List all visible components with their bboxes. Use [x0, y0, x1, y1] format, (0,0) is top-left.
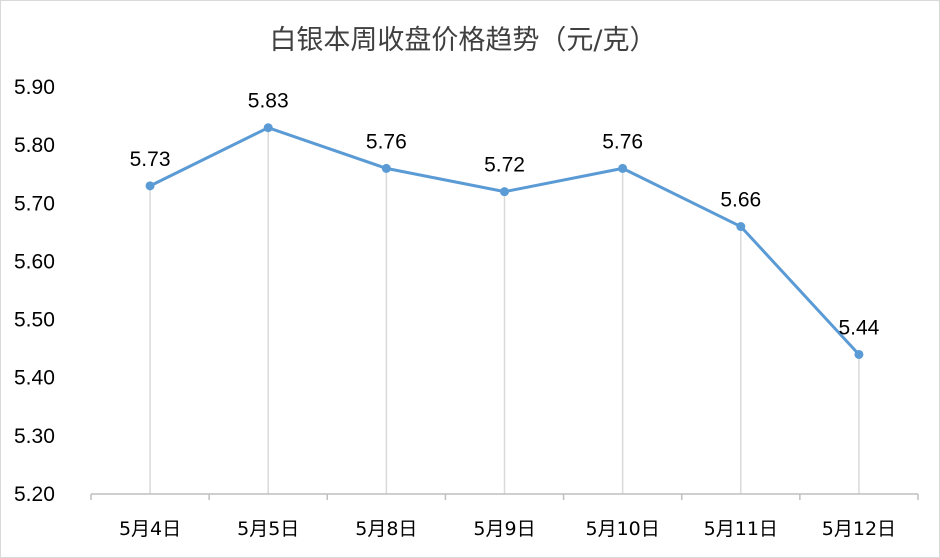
- x-tick-label: 5月11日: [704, 518, 778, 540]
- x-tick-label: 5月8日: [355, 518, 417, 540]
- data-label: 5.73: [130, 148, 171, 171]
- data-label: 5.83: [248, 90, 289, 113]
- data-point: [736, 222, 746, 232]
- x-tick-label: 5月12日: [822, 518, 896, 540]
- x-tick-label: 5月5日: [237, 518, 299, 540]
- y-tick-label: 5.30: [14, 425, 55, 448]
- x-tick-label: 5月10日: [586, 518, 660, 540]
- drop-lines: [149, 127, 860, 494]
- y-axis-tick-labels: 5.20 5.30 5.40 5.50 5.60 5.70 5.80 5.90: [14, 76, 55, 506]
- data-labels: 5.73 5.83 5.76 5.72 5.76 5.66 5.44: [130, 90, 880, 340]
- chart-title: 白银本周收盘价格趋势（元/克）: [269, 25, 656, 56]
- data-point: [145, 181, 155, 191]
- data-label: 5.44: [838, 316, 879, 339]
- y-tick-label: 5.60: [14, 250, 55, 273]
- data-points: [145, 123, 864, 359]
- data-point: [263, 123, 273, 133]
- y-tick-label: 5.80: [14, 134, 55, 157]
- x-tick-label: 5月9日: [473, 518, 535, 540]
- data-point: [381, 163, 391, 173]
- data-label: 5.66: [720, 189, 761, 212]
- y-tick-label: 5.20: [14, 483, 55, 506]
- y-tick-label: 5.90: [14, 76, 55, 99]
- data-point: [618, 163, 628, 173]
- data-label: 5.72: [484, 154, 525, 177]
- data-point: [854, 349, 864, 359]
- y-tick-label: 5.70: [14, 192, 55, 215]
- y-tick-label: 5.50: [14, 309, 55, 332]
- x-tick-label: 5月4日: [119, 518, 181, 540]
- x-axis-tick-labels: 5月4日 5月5日 5月8日 5月9日 5月10日 5月11日 5月12日: [119, 518, 896, 540]
- y-tick-label: 5.40: [14, 367, 55, 390]
- data-label: 5.76: [602, 130, 643, 153]
- data-point: [500, 187, 509, 197]
- x-axis-tick-marks: [90, 494, 919, 500]
- data-label: 5.76: [366, 130, 407, 153]
